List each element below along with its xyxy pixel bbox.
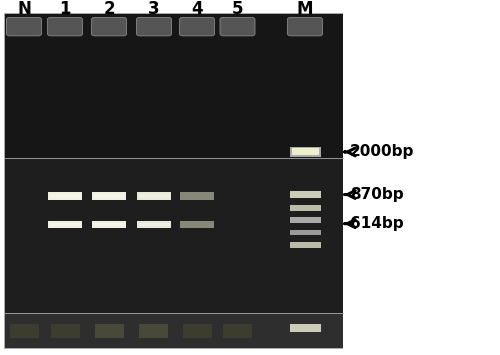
Text: 2: 2	[103, 0, 115, 18]
Bar	[137, 221, 171, 228]
Text: N: N	[17, 0, 31, 18]
Text: M: M	[297, 0, 313, 18]
Bar	[5, 313, 342, 348]
Bar	[94, 223, 124, 226]
Bar	[292, 148, 318, 155]
Text: 1: 1	[60, 0, 71, 18]
Bar	[342, 0, 500, 355]
Bar	[10, 324, 38, 338]
Text: 4: 4	[191, 0, 203, 18]
FancyBboxPatch shape	[220, 17, 255, 36]
Bar	[94, 324, 124, 338]
Bar	[290, 217, 320, 223]
Bar	[182, 324, 212, 338]
Bar	[140, 324, 168, 338]
Bar	[48, 192, 82, 200]
Bar	[180, 221, 214, 228]
Bar	[180, 192, 214, 200]
Bar	[137, 192, 171, 200]
FancyBboxPatch shape	[136, 17, 172, 36]
Text: 870bp: 870bp	[350, 187, 404, 202]
Bar	[50, 324, 80, 338]
Bar	[290, 230, 320, 235]
Bar	[5, 158, 342, 313]
Bar	[290, 324, 320, 332]
FancyBboxPatch shape	[288, 17, 322, 36]
Bar	[5, 14, 342, 348]
Bar	[290, 147, 320, 157]
Text: 3: 3	[148, 0, 160, 18]
Bar	[138, 223, 170, 226]
Bar	[92, 221, 126, 228]
Bar	[290, 242, 320, 248]
Text: 5: 5	[232, 0, 243, 18]
FancyBboxPatch shape	[92, 17, 126, 36]
Text: 614bp: 614bp	[350, 216, 404, 231]
FancyBboxPatch shape	[180, 17, 214, 36]
Bar	[50, 194, 80, 198]
Bar	[138, 194, 170, 198]
Text: 2000bp: 2000bp	[350, 144, 414, 159]
Bar	[92, 192, 126, 200]
FancyBboxPatch shape	[48, 17, 82, 36]
Bar	[5, 14, 342, 158]
Bar	[50, 223, 80, 226]
Bar	[94, 194, 124, 198]
Bar	[290, 205, 320, 211]
FancyBboxPatch shape	[6, 17, 42, 36]
Bar	[290, 191, 320, 198]
Bar	[48, 221, 82, 228]
Bar	[223, 324, 252, 338]
